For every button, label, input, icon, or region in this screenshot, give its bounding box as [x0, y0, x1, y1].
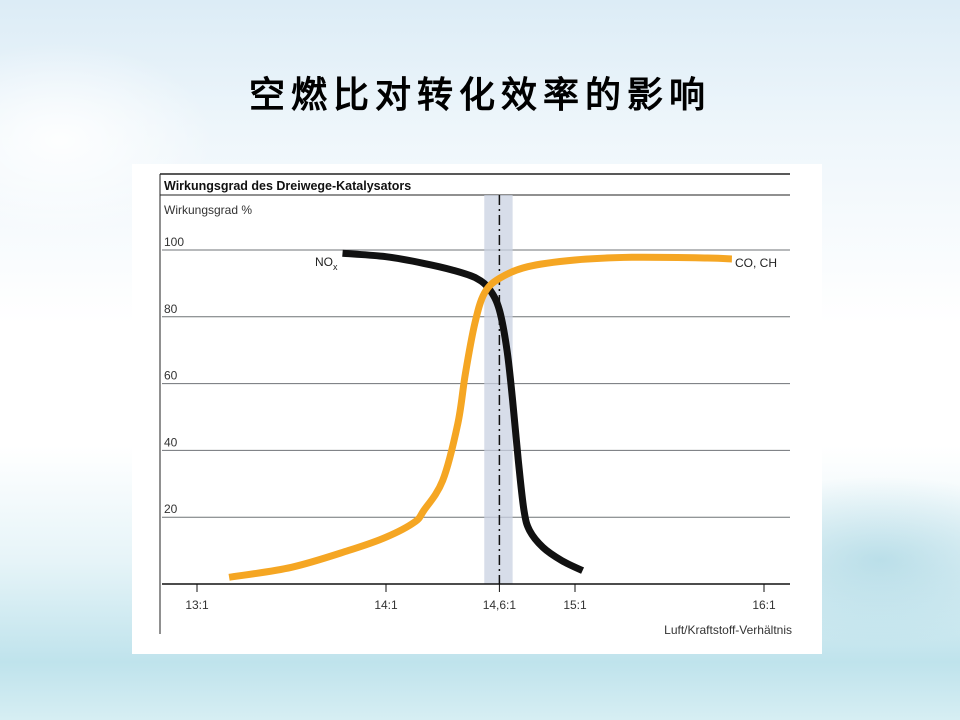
lambda-window-band [484, 195, 513, 584]
x-tick-label: 14,6:1 [483, 598, 517, 612]
x-tick-label: 16:1 [752, 598, 776, 612]
x-tick-label: 15:1 [563, 598, 587, 612]
x-tick-label: 14:1 [374, 598, 398, 612]
y-tick-label: 100 [164, 235, 184, 249]
y-tick-label: 20 [164, 502, 178, 516]
efficiency-chart: Wirkungsgrad des Dreiwege-Katalysators W… [159, 173, 792, 637]
series-line-co-ch [228, 253, 733, 581]
y-tick-label: 80 [164, 302, 178, 316]
x-axis-label: Luft/Kraftstoff-Verhältnis [664, 623, 792, 637]
y-axis-label: Wirkungsgrad % [164, 203, 252, 217]
slide-title: 空燃比对转化效率的影响 [248, 74, 711, 116]
series-label-nox: NOx [315, 255, 338, 272]
figure-panel: Wirkungsgrad des Dreiwege-Katalysators W… [132, 164, 822, 654]
y-tick-label: 40 [164, 435, 178, 449]
x-tick-label: 13:1 [185, 598, 209, 612]
series-line-nox [342, 249, 585, 574]
y-tick-label: 60 [164, 369, 178, 383]
series-label-co-ch: CO, CH [735, 256, 777, 270]
chart-title: Wirkungsgrad des Dreiwege-Katalysators [164, 179, 411, 193]
